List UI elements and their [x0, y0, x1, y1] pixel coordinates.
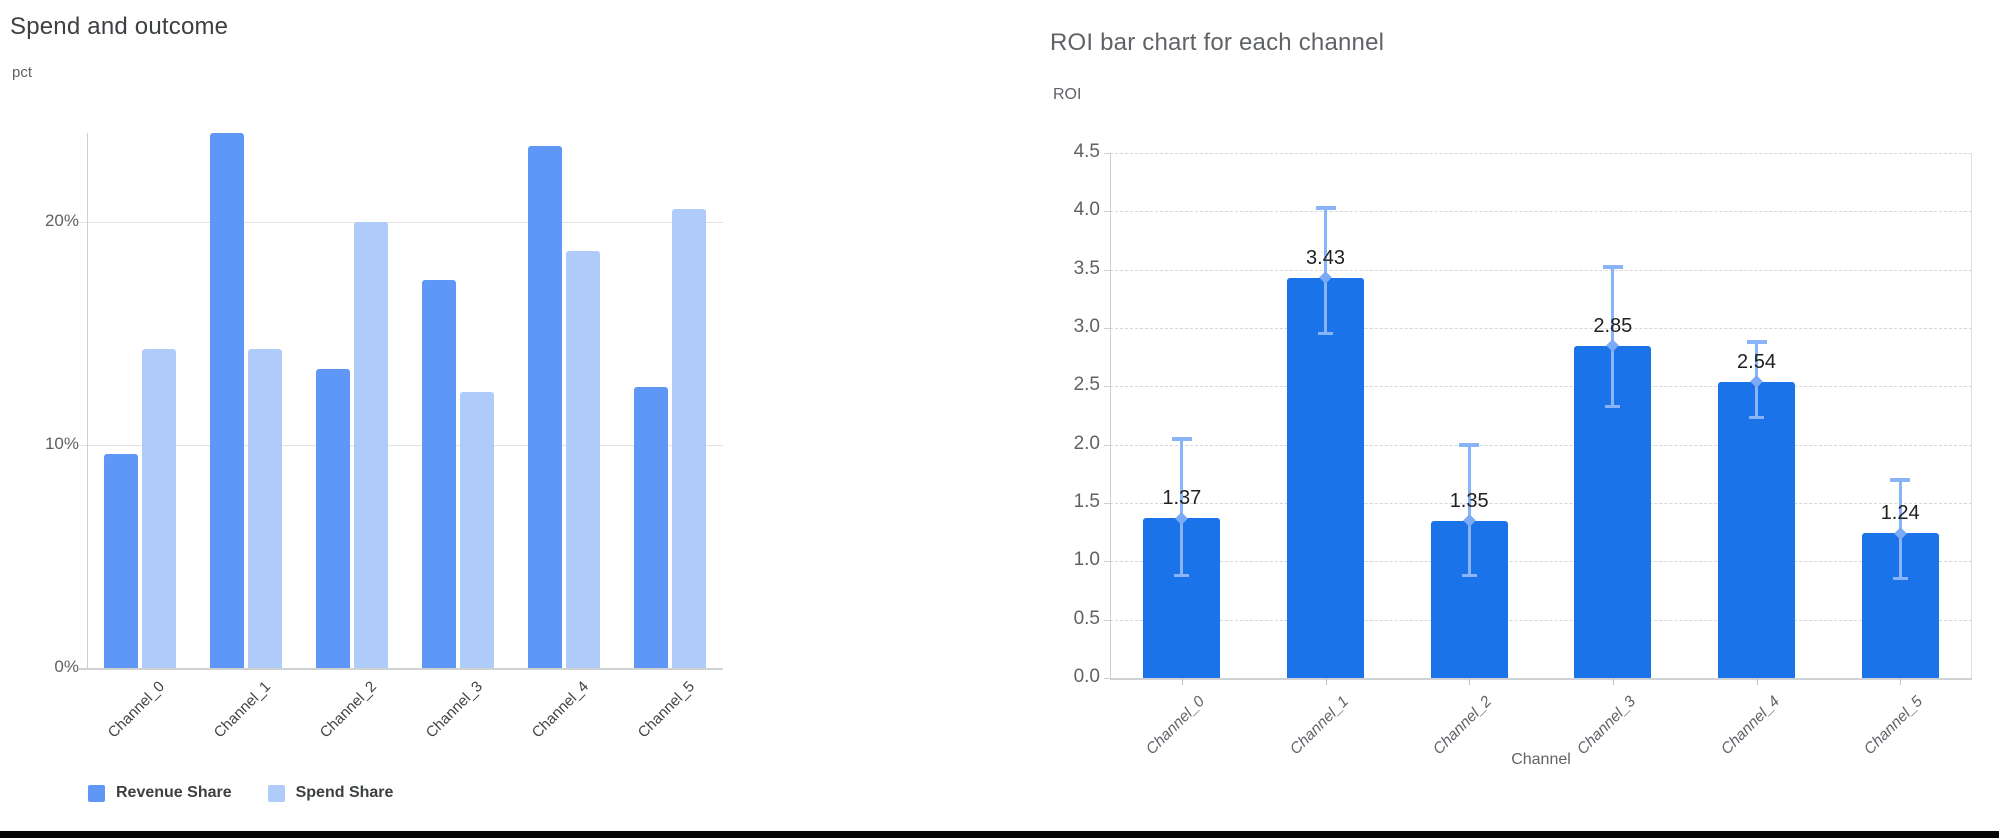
- y-tick-mark: [1104, 153, 1110, 154]
- y-tick-label: 10%: [44, 434, 79, 454]
- y-tick-label: 20%: [44, 211, 79, 231]
- error-bar-bottom-cap: [1174, 573, 1190, 577]
- legend-swatch: [88, 784, 105, 802]
- bar-spend-share-channel_2[interactable]: [354, 222, 388, 668]
- gridline: [79, 668, 723, 670]
- x-tick-mark: [1612, 678, 1614, 685]
- bar-roi-channel_4[interactable]: [1718, 381, 1795, 678]
- x-tick-mark: [1469, 678, 1471, 685]
- error-bar-top-cap: [1315, 205, 1336, 210]
- y-tick-mark: [1104, 561, 1110, 563]
- gridline: [1110, 386, 1972, 388]
- bar-value-label: 1.35: [1449, 489, 1489, 512]
- y-tick-mark: [1104, 269, 1110, 271]
- error-bar: [1180, 438, 1184, 576]
- y-tick-mark: [1104, 678, 1110, 679]
- y-axis-unit-label: pct: [12, 64, 33, 81]
- bar-value-label: 2.54: [1737, 350, 1776, 373]
- gridline: [1110, 153, 1972, 154]
- y-axis-line: [87, 133, 88, 668]
- bar-revenue-share-channel_1[interactable]: [210, 133, 244, 668]
- error-bar-top-cap: [1602, 265, 1623, 270]
- y-tick-label: 2.0: [1073, 432, 1100, 454]
- bar-revenue-share-channel_5[interactable]: [634, 387, 668, 668]
- bar-revenue-share-channel_4[interactable]: [528, 146, 562, 668]
- gridline: [1110, 328, 1972, 329]
- gridline: [1110, 678, 1972, 680]
- y-tick-label: 0.0: [1073, 666, 1100, 687]
- y-tick-mark: [1104, 211, 1110, 213]
- y-axis-line: [1110, 153, 1111, 678]
- bottom-divider: [0, 831, 1999, 838]
- bar-spend-share-channel_1[interactable]: [248, 349, 282, 668]
- gridline: [1110, 503, 1972, 504]
- bar-spend-share-channel_4[interactable]: [566, 251, 600, 668]
- x-tick-mark: [1900, 678, 1902, 685]
- y-tick-label: 0%: [54, 657, 79, 676]
- y-tick-label: 0.5: [1073, 607, 1100, 629]
- legend-item-spend-share[interactable]: Spend Share: [267, 784, 394, 802]
- bar-revenue-share-channel_3[interactable]: [422, 280, 456, 668]
- bar-value-label: 3.43: [1306, 246, 1345, 269]
- y-tick-label: 4.0: [1073, 199, 1100, 221]
- y-tick-label: 1.0: [1073, 549, 1100, 571]
- plot-area-right: 0.0 0.5 1.0 1.5 2.0 2.5 3.0 3.5 4.0 4.5 1.37 Channe…: [1074, 141, 1972, 758]
- error-bar: [1611, 267, 1615, 407]
- error-bar-top-cap: [1171, 436, 1192, 441]
- bar-value-label: 1.37: [1162, 487, 1202, 510]
- plot-right-border: [1971, 153, 1972, 678]
- y-tick-mark: [1104, 619, 1110, 621]
- error-bar-bottom-cap: [1461, 573, 1477, 577]
- x-tick-mark: [1181, 678, 1183, 685]
- bar-roi-channel_1[interactable]: [1287, 277, 1364, 678]
- chart-title: ROI bar chart for each channel: [1050, 29, 1385, 56]
- error-bar-bottom-cap: [1605, 404, 1621, 408]
- error-bar-bottom-cap: [1892, 577, 1908, 581]
- y-tick-mark: [1104, 503, 1110, 504]
- chart-title: Spend and outcome: [10, 13, 229, 40]
- y-tick-mark: [1104, 386, 1110, 388]
- y-tick-mark: [1104, 444, 1110, 446]
- bar-spend-share-channel_3[interactable]: [460, 391, 494, 668]
- error-bar-bottom-cap: [1318, 332, 1333, 336]
- error-bar-top-cap: [1746, 340, 1767, 344]
- bar-revenue-share-channel_2[interactable]: [316, 369, 350, 668]
- error-bar-top-cap: [1459, 442, 1480, 447]
- gridline: [79, 445, 723, 447]
- bar-spend-share-channel_0[interactable]: [142, 349, 176, 668]
- gridline: [1110, 269, 1972, 271]
- legend-item-revenue-share[interactable]: Revenue Share: [88, 784, 232, 802]
- legend: Revenue Share Spend Share: [88, 784, 429, 802]
- x-axis-title: Channel: [1511, 751, 1571, 768]
- error-bar-bottom-cap: [1749, 416, 1764, 420]
- gridline: [1110, 211, 1972, 213]
- bar-value-label: 1.24: [1880, 502, 1920, 525]
- error-bar: [1467, 444, 1471, 576]
- y-tick-label: 1.5: [1073, 491, 1100, 512]
- y-tick-label: 3.0: [1073, 316, 1100, 337]
- legend-label: Spend Share: [295, 784, 394, 801]
- bar-value-label: 2.85: [1593, 314, 1633, 337]
- y-axis-unit-label: ROI: [1053, 86, 1082, 103]
- legend-swatch: [267, 784, 285, 802]
- gridline: [1110, 444, 1972, 446]
- plot-area-left: 0% 10% 20% Channel_0 Channel_1 Channel_2 Chann…: [45, 133, 723, 741]
- x-tick-mark: [1325, 678, 1327, 685]
- bar-spend-share-channel_5[interactable]: [672, 208, 706, 668]
- gridline: [1110, 619, 1972, 621]
- x-tick-mark: [1756, 678, 1758, 685]
- bar-revenue-share-channel_0[interactable]: [104, 454, 138, 668]
- y-tick-label: 3.5: [1073, 257, 1100, 279]
- gridline: [79, 222, 723, 224]
- y-tick-label: 2.5: [1073, 374, 1100, 396]
- error-bar: [1324, 207, 1327, 334]
- y-tick-label: 4.5: [1073, 141, 1100, 162]
- gridline: [1110, 561, 1972, 563]
- error-bar-top-cap: [1890, 477, 1911, 482]
- legend-label: Revenue Share: [116, 784, 232, 801]
- y-tick-mark: [1104, 328, 1110, 329]
